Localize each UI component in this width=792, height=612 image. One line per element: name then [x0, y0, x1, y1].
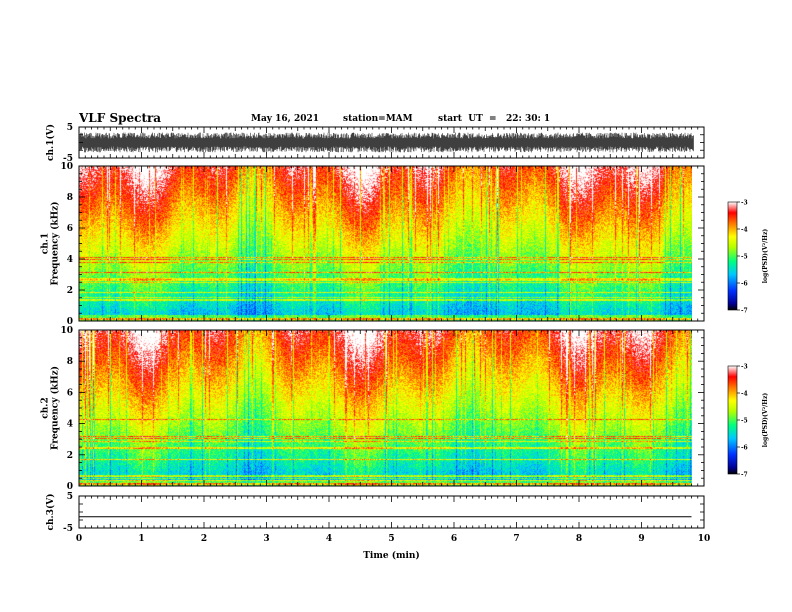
- ch2-spectrogram-y-tick-label: 4: [67, 420, 73, 430]
- ch2-colorbar: [727, 365, 738, 475]
- ch1-waveform-y-tick-label: -5: [63, 154, 73, 164]
- x-tick-label: 1: [138, 534, 144, 544]
- ch1-spectrogram-y-tick-label: 2: [67, 286, 73, 296]
- ch2-colorbar-tick-label: -7: [741, 472, 748, 479]
- ch1-colorbar-tick-label: -3: [741, 200, 748, 207]
- x-tick-label: 9: [638, 534, 644, 544]
- ch1-colorbar-tick-label: -6: [741, 281, 748, 288]
- ch1-spectrogram-y-axis-label: ch.1Frequency (kHz): [40, 201, 60, 285]
- ch1-spectrogram-y-tick-label: 8: [67, 193, 73, 203]
- ch2-spectrogram-image: [79, 330, 692, 486]
- ch1-colorbar: [727, 201, 738, 311]
- ch1-waveform-y-tick-label: 5: [67, 123, 73, 133]
- ch2-colorbar-tick-label: -6: [741, 445, 748, 452]
- date-label: May 16, 2021: [251, 114, 319, 124]
- ch2-spectrogram-y-tick-label: 2: [67, 451, 73, 461]
- ch1-spectrogram-y-tick-label: 4: [67, 255, 73, 265]
- ch1-colorbar-tick-label: -5: [741, 254, 748, 261]
- x-tick-label: 7: [513, 534, 519, 544]
- x-tick-label: 3: [263, 534, 269, 544]
- start-time-label: start UT = 22: 30: 1: [438, 114, 551, 124]
- ch2-spectrogram-y-tick-label: 8: [67, 357, 73, 367]
- ch3-waveform-y-tick-label: -5: [63, 524, 73, 534]
- ch2-colorbar-tick-label: -5: [741, 418, 748, 425]
- ch3-waveform-y-axis-label: ch.3(V): [45, 494, 56, 531]
- ch1-spectrogram-y-tick-label: 10: [60, 162, 73, 172]
- ch3-waveform-y-tick-label: 5: [67, 492, 73, 502]
- x-tick-label: 2: [201, 534, 207, 544]
- figure-title: VLF Spectra: [79, 111, 162, 125]
- ch2-spectrogram-y-tick-label: 0: [67, 482, 73, 492]
- ch1-spectrogram-image: [79, 166, 692, 321]
- ch2-spectrogram-y-tick-label: 6: [67, 388, 73, 398]
- ch1-colorbar-tick-label: -7: [741, 308, 748, 315]
- x-axis-label: Time (min): [363, 550, 420, 561]
- ch1-waveform-trace: [79, 132, 694, 153]
- x-tick-label: 10: [698, 534, 711, 544]
- x-tick-label: 4: [326, 534, 332, 544]
- ch2-colorbar-tick-label: -4: [741, 391, 748, 398]
- ch2-spectrogram-y-tick-label: 10: [60, 326, 73, 336]
- x-tick-label: 0: [76, 534, 82, 544]
- ch1-colorbar-label: log(PSD)(V²/Hz): [762, 229, 769, 284]
- ch2-colorbar-label: log(PSD)(V²/Hz): [762, 393, 769, 448]
- x-tick-label: 6: [451, 534, 457, 544]
- ch1-spectrogram-y-tick-label: 6: [67, 224, 73, 234]
- station-label: station=MAM: [343, 114, 413, 124]
- ch1-waveform-y-axis-label: ch.1(V): [45, 124, 56, 161]
- ch2-spectrogram-y-axis-label: ch.2Frequency (kHz): [40, 366, 60, 450]
- ch1-colorbar-tick-label: -4: [741, 227, 748, 234]
- ch1-spectrogram-y-tick-label: 0: [67, 317, 73, 327]
- x-tick-label: 8: [576, 534, 582, 544]
- ch2-colorbar-tick-label: -3: [741, 364, 748, 371]
- x-tick-label: 5: [388, 534, 394, 544]
